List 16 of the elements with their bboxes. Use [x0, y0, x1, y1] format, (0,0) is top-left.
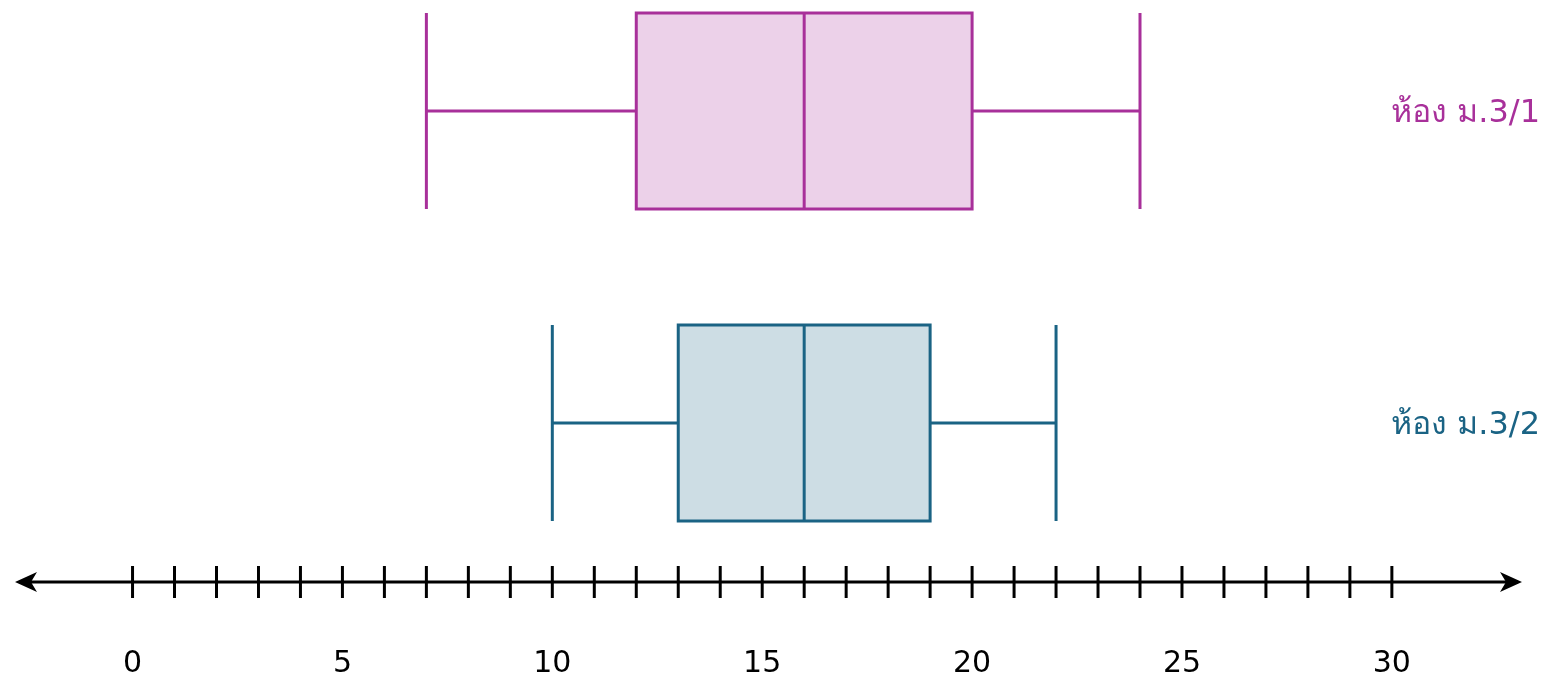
- x-tick: 10: [533, 566, 572, 679]
- y-tick-label: ห้อง ม.3/1: [1391, 92, 1540, 130]
- x-tick-label: 5: [332, 644, 352, 679]
- x-tick: 5: [332, 566, 352, 679]
- x-tick-label: 20: [953, 644, 992, 679]
- x-tick: 20: [953, 566, 992, 679]
- x-tick-label: 30: [1372, 644, 1411, 679]
- x-tick: 30: [1372, 566, 1411, 679]
- y-tick-label: ห้อง ม.3/2: [1391, 404, 1540, 442]
- x-tick-label: 0: [122, 644, 143, 679]
- x-tick-label: 25: [1162, 644, 1202, 679]
- x-tick: 25: [1162, 566, 1202, 679]
- x-tick: 0: [123, 566, 143, 679]
- x-tick-label: 10: [533, 644, 572, 679]
- x-tick-label: 15: [743, 644, 782, 679]
- x-tick: 15: [743, 566, 782, 679]
